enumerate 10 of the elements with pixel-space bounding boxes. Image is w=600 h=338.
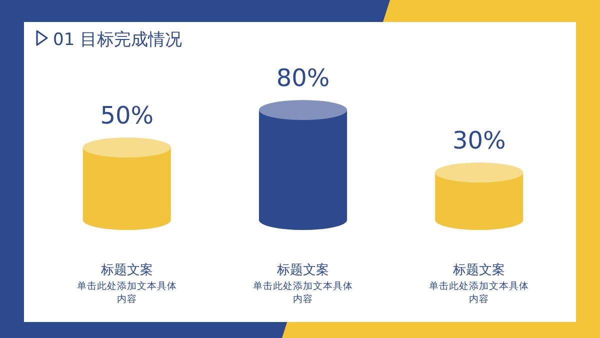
x-tick-label: 标题文案 <box>100 262 153 278</box>
x-tick-label: 标题文案 <box>276 262 329 278</box>
text: 单击此处添加文本具体内容 <box>76 280 177 305</box>
chart-title: 01 目标完成情况 <box>53 30 182 50</box>
data-label: 80% <box>276 64 330 92</box>
text: 单击此处添加文本具体内容 <box>253 280 353 305</box>
text: 单击此处添加文本具体内容 <box>429 280 530 305</box>
data-label: 50% <box>100 102 154 130</box>
data-label: 30% <box>452 126 506 154</box>
x-tick-label: 标题文案 <box>452 262 506 278</box>
